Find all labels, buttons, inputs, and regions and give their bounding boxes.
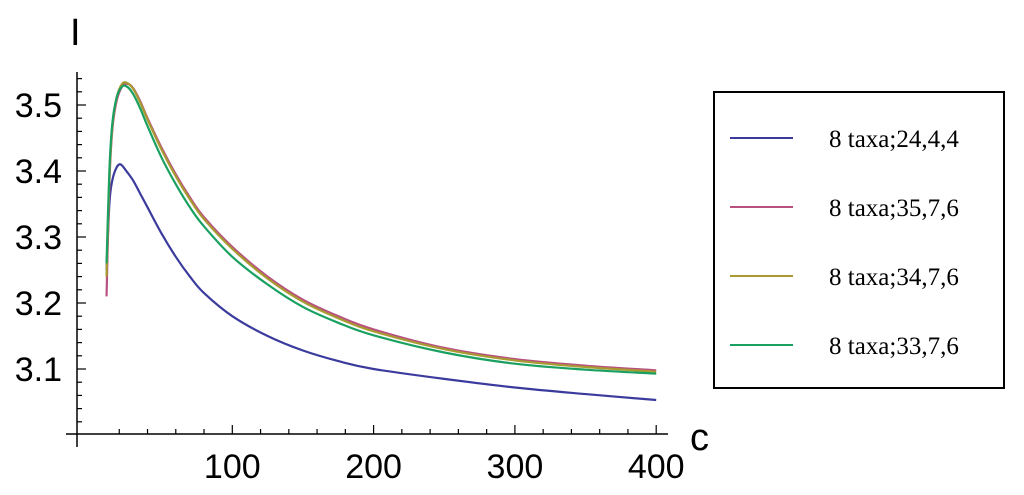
x-tick-label: 100 bbox=[204, 448, 261, 486]
legend-label-1: 8 taxa;24,4,4 bbox=[829, 126, 959, 153]
y-axis-title: I bbox=[70, 12, 81, 54]
series-line-3 bbox=[105, 81, 657, 373]
legend-items: 8 taxa;24,4,4 8 taxa;35,7,6 8 taxa;34,7,6 8… bbox=[730, 126, 959, 360]
y-ticks: 3.1 3.2 3.3 3.4 3.5 bbox=[15, 77, 86, 423]
y-tick-label: 3.1 bbox=[15, 351, 62, 389]
legend-box bbox=[713, 91, 1005, 389]
legend-label-3: 8 taxa;34,7,6 bbox=[829, 264, 959, 291]
x-tick-label: 400 bbox=[628, 448, 685, 486]
x-ticks: 100 200 300 400 bbox=[118, 425, 685, 486]
series-line-1 bbox=[105, 163, 657, 402]
y-tick-label: 3.3 bbox=[15, 219, 62, 257]
y-tick-label: 3.4 bbox=[15, 153, 62, 191]
axes: 100 200 300 400 3.1 3.2 3.3 3.4 3.5 c I bbox=[15, 12, 709, 486]
y-tick-label: 3.5 bbox=[15, 87, 62, 125]
series-line-2 bbox=[105, 82, 657, 372]
legend-label-2: 8 taxa;35,7,6 bbox=[829, 195, 959, 222]
y-tick-label: 3.2 bbox=[15, 285, 62, 323]
plot-lines bbox=[105, 81, 657, 402]
legend-label-4: 8 taxa;33,7,6 bbox=[829, 333, 959, 360]
series-line-4 bbox=[105, 84, 657, 375]
legend: 8 taxa;24,4,4 8 taxa;35,7,6 8 taxa;34,7,6 8… bbox=[713, 91, 1005, 389]
x-tick-label: 200 bbox=[345, 448, 402, 486]
x-axis-title: c bbox=[690, 417, 709, 459]
x-tick-label: 300 bbox=[487, 448, 544, 486]
